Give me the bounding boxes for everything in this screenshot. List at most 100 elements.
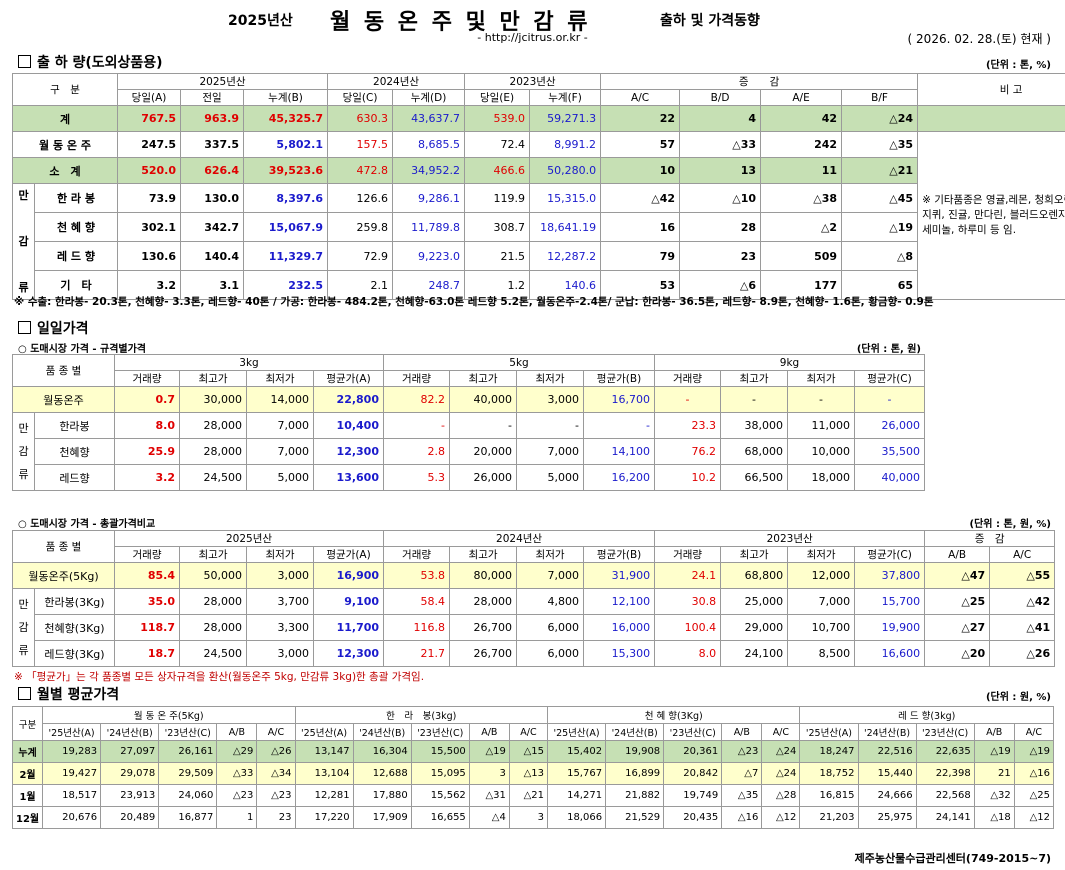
checkbox-square-icon: [18, 687, 31, 700]
table-cell: 22: [600, 105, 681, 132]
table-cell: △38: [760, 183, 843, 213]
comparison-note: ※ 「평균가」는 각 품종별 모든 상자규격을 환산(월동온주 5kg, 만감류…: [14, 671, 425, 683]
table-cell: 21.5: [464, 241, 531, 271]
table-cell: 26,000: [449, 464, 517, 491]
table-cell: 5,802.1: [243, 131, 329, 158]
table-cell: △7: [721, 762, 763, 785]
table-cell: 11,329.7: [243, 241, 329, 271]
table-cell: 21: [973, 762, 1015, 785]
table-cell: 16,900: [312, 562, 385, 589]
table-cell: △6: [679, 270, 762, 300]
col-subhead: 당일(A): [117, 89, 182, 106]
table-cell: 53: [600, 270, 681, 300]
table-cell: 963.9: [180, 105, 245, 132]
table-cell: 337.5: [180, 131, 245, 158]
table-cell: 29,078: [100, 762, 160, 785]
row-label: 12월: [11, 806, 44, 829]
table-row: 만 감 류 한라봉(3Kg) 35.0 28,000 3,700 9,100 58.4 28,00…: [12, 588, 1056, 667]
table-row: 천 혜 향 302.1 342.7 15,067.9 259.8 11,789.8 308.…: [13, 212, 1065, 242]
col-subhead: 거래량: [383, 546, 451, 563]
table-cell: 11: [760, 157, 843, 184]
table-row: 천혜향 25.9 28,000 7,000 12,300 2.8 20,000 7,000 14…: [13, 438, 925, 465]
table-cell: 24,100: [720, 640, 789, 667]
table-cell: 16,200: [583, 464, 655, 491]
col-head-group: 월 동 온 주(5Kg): [42, 706, 296, 724]
row-label: 한 라 봉: [33, 183, 119, 213]
table-cell: 45,325.7: [243, 105, 329, 132]
table-cell: 232.5: [243, 270, 329, 300]
table-cell: 12,287.2: [529, 241, 602, 271]
col-subhead: 당일(C): [327, 89, 394, 106]
table-cell: 3: [508, 806, 548, 829]
col-subhead: A/E: [760, 89, 843, 106]
row-label: 레 드 향: [33, 241, 119, 271]
col-subhead: '23년산(C): [158, 723, 218, 741]
table-cell: 68,000: [720, 438, 788, 465]
table-cell: △42: [600, 183, 681, 213]
col-subhead: 최고가: [449, 546, 518, 563]
table-cell: 520.0: [117, 157, 182, 184]
table-cell: 14,100: [583, 438, 655, 465]
table-cell: 24,500: [179, 640, 247, 667]
table-cell: 22,568: [915, 784, 975, 807]
table-row: 천혜향(3Kg) 118.7 28,000 3,300 11,700 116.8 26,70…: [13, 614, 1056, 641]
table-cell: 24,666: [857, 784, 917, 807]
table-cell: 17,220: [294, 806, 354, 829]
table-cell: △24: [761, 762, 801, 785]
table-cell: 308.7: [464, 212, 531, 242]
table-cell: 6,000: [516, 614, 585, 641]
col-head-2023: 2023년산: [464, 73, 602, 90]
table-cell: 30.8: [654, 588, 722, 615]
table-cell: 50,280.0: [529, 157, 602, 184]
table-cell: 31,900: [583, 562, 656, 589]
table-cell: 7,000: [246, 412, 314, 439]
row-label: 천혜향(3Kg): [34, 614, 115, 641]
col-subhead: '24년산(B): [352, 723, 412, 741]
shipment-footnote: ※ 수출: 한라봉- 20.3톤, 천혜향- 3.3톤, 레드향- 40톤 / …: [14, 296, 934, 308]
table-cell: 20,489: [100, 806, 160, 829]
table-cell: 72.4: [464, 131, 531, 158]
table-cell: 26,161: [158, 740, 218, 763]
col-subhead: 누계(F): [529, 89, 602, 106]
table-cell: 19,900: [854, 614, 926, 641]
table-cell: 29,000: [720, 614, 789, 641]
table-cell: 130.6: [117, 241, 182, 271]
site-url[interactable]: - http://jcitrus.or.kr -: [477, 31, 588, 44]
col-head-5kg: 5kg: [383, 354, 655, 371]
table-cell: 15,300: [583, 640, 656, 667]
table-cell: 40,000: [449, 386, 517, 413]
col-head-variety: 품 종 별: [12, 530, 115, 563]
table-cell: 10,000: [787, 438, 855, 465]
table-row: 2월 19,427 29,078 29,509 △33 △34 13,104 12,688 15…: [11, 762, 1055, 785]
table-cell: △13: [508, 762, 548, 785]
table-cell: 79: [600, 241, 681, 271]
shipment-table: 구 분 2025년산 2024년산 2023년산 증 감 비 고 당일(A) 전일…: [11, 73, 1065, 300]
table-cell: △25: [924, 588, 991, 615]
table-cell: 130.0: [180, 183, 245, 213]
table-cell: 20,361: [663, 740, 723, 763]
table-cell: 5,000: [516, 464, 584, 491]
col-subhead: A/B: [468, 723, 510, 741]
table-cell: 18,066: [546, 806, 607, 829]
table-cell: 21.7: [383, 640, 451, 667]
table-cell: △55: [989, 562, 1056, 589]
table-cell: 18,517: [42, 784, 102, 807]
table-cell: 20,676: [42, 806, 102, 829]
table-cell: 18,000: [787, 464, 855, 491]
table-cell: 4,800: [516, 588, 585, 615]
table-row: 레드향(3Kg) 18.7 24,500 3,000 12,300 21.7 26,700 6…: [13, 640, 1056, 667]
table-cell: △19: [973, 740, 1015, 763]
table-cell: 10.2: [654, 464, 721, 491]
col-subhead: 거래량: [654, 370, 721, 387]
col-subhead: 최저가: [246, 546, 314, 563]
table-cell: △45: [841, 183, 919, 213]
table-cell: △24: [841, 105, 919, 132]
table-cell: 16,700: [583, 386, 655, 413]
table-cell: 15,315.0: [529, 183, 602, 213]
col-subhead: A/C: [989, 546, 1056, 563]
remark-text: ※ 기타품종은 영귤,레몬, 청희오렌지, 진지퀴, 진귤, 만다린, 블러드오…: [917, 131, 1065, 300]
table-cell: 5,000: [246, 464, 314, 491]
table-cell: 24,141: [915, 806, 975, 829]
table-cell: 23: [256, 806, 296, 829]
